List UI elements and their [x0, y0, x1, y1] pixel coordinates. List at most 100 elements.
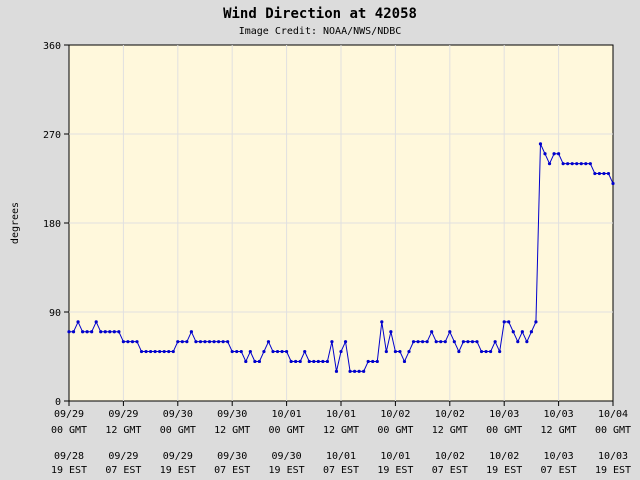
data-point: [167, 349, 171, 354]
data-point: [448, 330, 452, 334]
data-point: [416, 340, 420, 344]
data-point: [112, 330, 116, 334]
data-point: [81, 330, 85, 334]
data-point: [434, 340, 438, 344]
data-point: [584, 162, 588, 166]
x-tick-est-date: 10/01: [326, 451, 356, 462]
x-tick-est-time: 19 EST: [269, 465, 305, 476]
data-point: [484, 349, 488, 354]
data-point: [171, 349, 175, 354]
data-point: [135, 340, 139, 344]
x-tick-est-time: 07 EST: [105, 465, 141, 476]
data-point: [71, 330, 76, 334]
x-tick-gmt-date: 10/01: [272, 409, 302, 420]
x-tick-gmt-time: 00 GMT: [51, 425, 87, 436]
data-point: [312, 359, 316, 364]
data-point: [353, 369, 357, 373]
data-point: [502, 320, 506, 324]
data-point: [411, 340, 416, 344]
data-point: [380, 320, 384, 324]
x-tick-gmt-date: 10/04: [598, 409, 628, 420]
x-tick-est-time: 19 EST: [595, 465, 631, 476]
data-point: [217, 340, 221, 344]
x-tick-est-date: 10/02: [489, 451, 519, 462]
data-point: [294, 359, 298, 364]
x-tick-est-date: 10/01: [380, 451, 410, 462]
data-point: [466, 340, 470, 344]
series-layer: [67, 142, 615, 373]
x-tick-est-date: 09/30: [217, 451, 247, 462]
data-point: [529, 330, 534, 334]
y-tick-label: 90: [49, 308, 61, 319]
data-point: [593, 171, 597, 176]
data-point: [325, 359, 329, 364]
x-tick-gmt-date: 09/29: [108, 409, 138, 420]
x-tick-gmt-date: 10/02: [380, 409, 410, 420]
x-tick-gmt-date: 10/03: [544, 409, 574, 420]
data-point: [366, 359, 370, 364]
data-point: [244, 359, 248, 364]
data-point: [176, 340, 180, 344]
data-point: [375, 359, 379, 364]
y-tick-label: 360: [43, 41, 61, 52]
data-point: [561, 162, 565, 166]
data-point: [180, 340, 184, 344]
x-tick-est-date: 09/28: [54, 451, 84, 462]
y-axis-label: degrees: [10, 202, 21, 244]
y-tick-label: 180: [43, 219, 61, 230]
data-point: [579, 162, 583, 166]
x-tick-est-time: 07 EST: [541, 465, 577, 476]
x-tick-gmt-time: 00 GMT: [160, 425, 196, 436]
x-tick-gmt-date: 09/30: [217, 409, 247, 420]
data-point: [557, 152, 561, 156]
data-point: [547, 162, 552, 166]
data-point: [520, 330, 524, 334]
data-point: [248, 349, 252, 354]
x-tick-gmt-time: 12 GMT: [541, 425, 577, 436]
data-point: [303, 349, 307, 354]
data-point: [425, 340, 429, 344]
data-point: [402, 359, 407, 364]
data-point: [203, 340, 207, 344]
data-point: [470, 340, 475, 344]
data-point: [316, 359, 320, 364]
data-point: [534, 320, 538, 324]
data-point: [588, 162, 592, 166]
data-point: [149, 349, 153, 354]
data-point: [76, 320, 80, 324]
data-point: [158, 349, 162, 354]
chart-subtitle: Image Credit: NOAA/NWS/NDBC: [239, 26, 402, 37]
data-point: [144, 349, 148, 354]
data-point: [99, 330, 103, 334]
data-point: [393, 349, 397, 354]
data-point: [371, 359, 375, 364]
data-point: [498, 349, 502, 354]
data-point: [597, 171, 602, 176]
data-point: [207, 340, 212, 344]
x-tick-gmt-time: 12 GMT: [432, 425, 468, 436]
data-point: [253, 359, 257, 364]
x-tick-gmt-date: 10/01: [326, 409, 356, 420]
x-tick-est-time: 07 EST: [432, 465, 468, 476]
data-point: [185, 340, 189, 344]
data-point: [606, 171, 611, 176]
data-point: [285, 349, 289, 354]
x-tick-est-date: 10/03: [544, 451, 574, 462]
data-point: [94, 320, 98, 324]
x-tick-gmt-time: 00 GMT: [269, 425, 305, 436]
data-point: [221, 340, 225, 344]
x-tick-gmt-time: 00 GMT: [486, 425, 522, 436]
data-point: [257, 359, 261, 364]
data-point: [552, 152, 556, 156]
x-tick-est-time: 07 EST: [323, 465, 359, 476]
x-tick-est-date: 10/03: [598, 451, 628, 462]
x-tick-gmt-time: 12 GMT: [214, 425, 250, 436]
data-point: [339, 349, 343, 354]
x-tick-est-time: 19 EST: [377, 465, 413, 476]
data-point: [121, 340, 125, 344]
data-point: [575, 162, 579, 166]
data-point: [212, 340, 216, 344]
data-point: [67, 330, 71, 334]
data-point: [516, 340, 520, 344]
